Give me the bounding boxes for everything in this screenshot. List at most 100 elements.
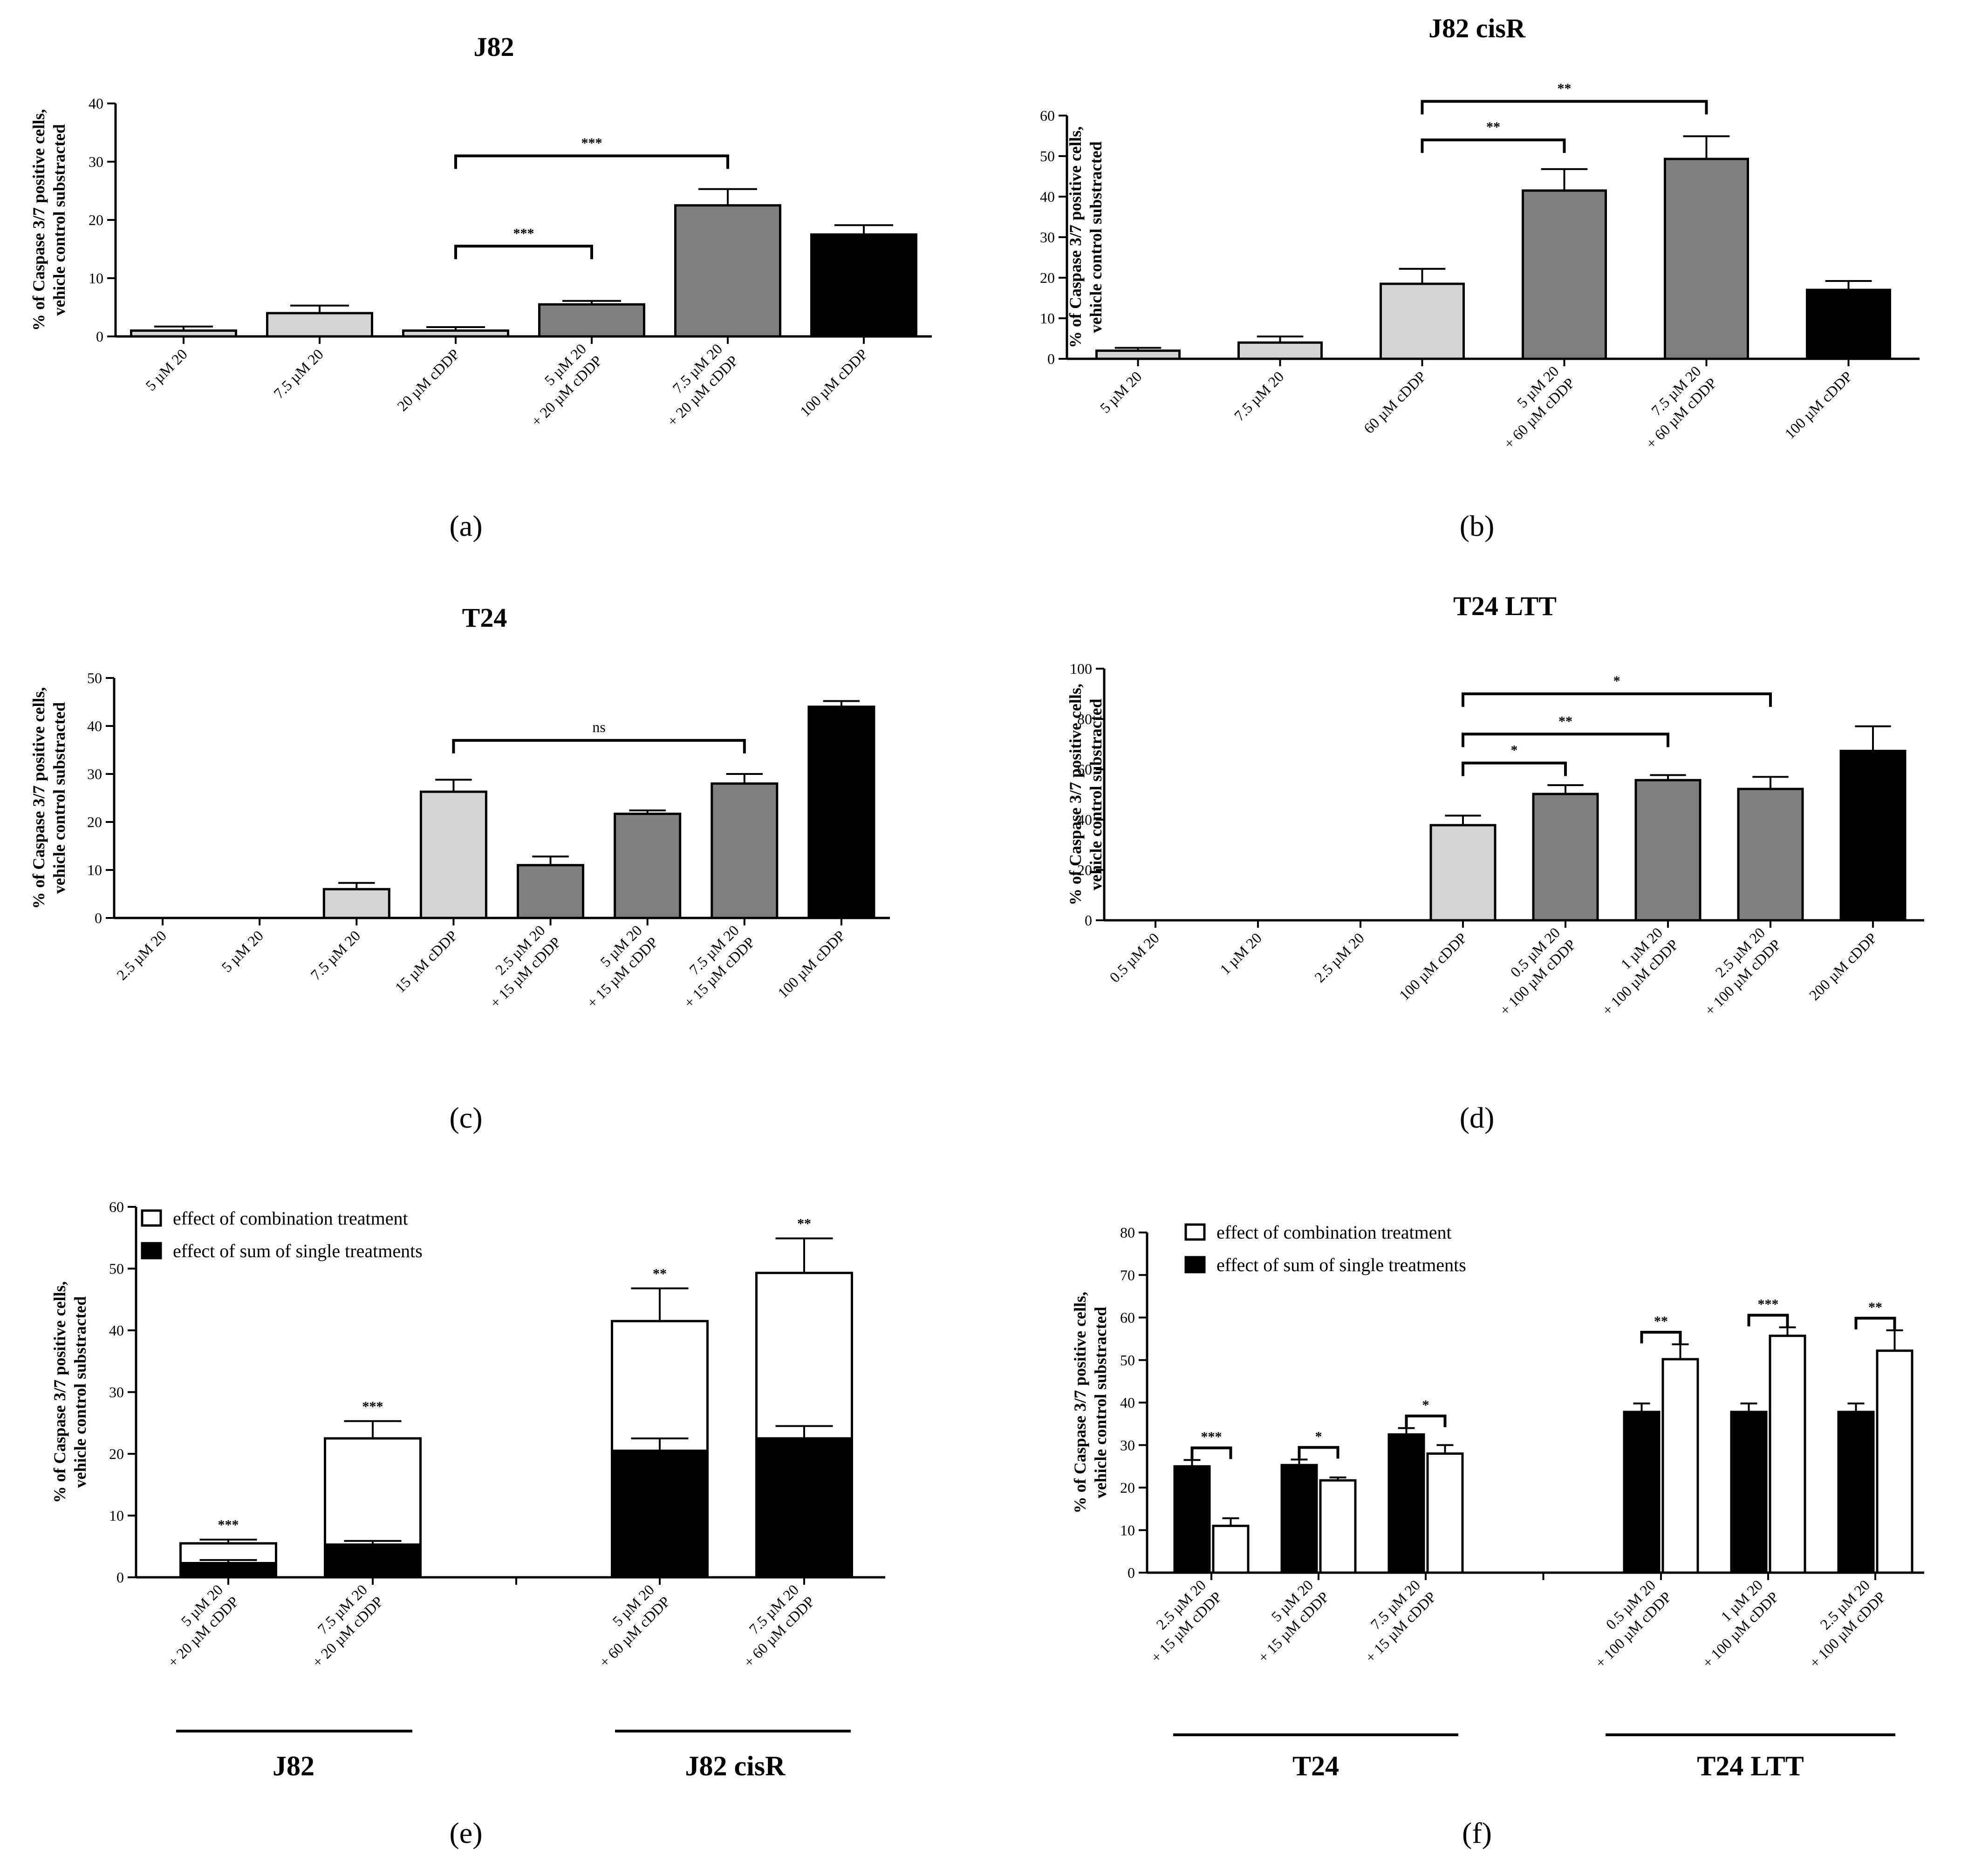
- y-tick-label: 0: [1085, 912, 1092, 929]
- significance-label: **: [797, 1216, 811, 1232]
- x-tick-label-line: 20 µM cDDP: [394, 345, 463, 414]
- panel-e: 0 10 20 30 40 50 60 % of Caspase 3/7 positive c…: [50, 1198, 885, 1849]
- bar-sum-single: [612, 1451, 708, 1577]
- bar-sum-single: [325, 1545, 421, 1577]
- x-tick-label: 7.5 µM 20+ 15 µM cDDP: [1348, 1575, 1439, 1666]
- bar: [1636, 780, 1700, 920]
- y-axis-label-line2: vehicle control substracted: [1087, 698, 1105, 890]
- legend-swatch-sum: [1186, 1257, 1204, 1272]
- x-tick-label: 2.5 µM 20: [113, 927, 170, 983]
- x-tick-label: 2.5 µM 20: [1311, 929, 1367, 986]
- y-tick-label: 20: [1040, 269, 1055, 286]
- bar-combination: [1320, 1480, 1355, 1573]
- legend-label-combination: effect of combination treatment: [173, 1208, 408, 1229]
- legend-swatch-combination: [1186, 1225, 1204, 1239]
- y-tick-label: 30: [87, 766, 102, 782]
- x-tick-label-line: 5 µM 20: [142, 345, 191, 394]
- x-tick-label: 7.5 µM 20+ 60 µM cDDP: [1629, 361, 1720, 452]
- bar: [1381, 284, 1464, 359]
- y-axis-label-line2: vehicle control substracted: [1091, 1307, 1110, 1498]
- y-tick-label: 20: [1120, 1479, 1135, 1496]
- significance-bracket: [1749, 1315, 1788, 1326]
- chart-title: J82: [474, 32, 514, 62]
- bar: [712, 784, 777, 918]
- significance-label: ns: [592, 719, 605, 735]
- legend-label-sum: effect of sum of single treatments: [1216, 1254, 1466, 1275]
- significance-bracket: [1422, 140, 1565, 153]
- y-axis-label: % of Caspase 3/7 positive cells, vehicle …: [1066, 126, 1105, 348]
- legend-label-sum: effect of sum of single treatments: [173, 1240, 423, 1261]
- y-tick-label: 40: [87, 718, 102, 734]
- significance-bracket: [1463, 763, 1565, 776]
- figure-canvas: 0 10 20 30 40 % of Caspase 3/7 positive cells…: [0, 0, 1975, 1876]
- x-tick-label-line: 100 µM cDDP: [797, 345, 871, 419]
- panel-f: 0 10 20 30 40 50 60 70 80 % of Caspase 3/7 positi…: [1071, 1222, 1924, 1849]
- x-tick-label: 2.5 µM 20+ 100 µM cDDP: [1792, 1575, 1889, 1671]
- x-tick-label: 1 µM 20: [1216, 929, 1265, 978]
- bar: [1239, 342, 1322, 359]
- y-tick-label: 50: [1040, 148, 1055, 164]
- x-tick-label-line: 5 µM 20: [1097, 368, 1145, 416]
- x-tick-label-line: 2.5 µM 20: [1311, 929, 1367, 986]
- bar: [1533, 794, 1598, 920]
- x-tick-label: 5 µM 20: [142, 345, 191, 394]
- x-tick-label-line: 100 µM cDDP: [1396, 929, 1470, 1003]
- significance-bracket: [1407, 1416, 1445, 1427]
- y-axis-label: % of Caspase 3/7 positive cells, vehicle …: [29, 687, 68, 909]
- chart-title: T24: [462, 603, 507, 633]
- x-tick-label-line: 2.5 µM 20: [113, 927, 170, 983]
- y-tick-label: 40: [89, 95, 103, 112]
- panel-caption: (a): [449, 509, 482, 542]
- bar: [518, 865, 583, 918]
- significance-label: *: [1315, 1429, 1322, 1444]
- group-label: T24: [1292, 1751, 1339, 1781]
- y-tick-label: 10: [1040, 310, 1055, 327]
- x-tick-label: 5 µM 20+ 15 µM cDDP: [1241, 1575, 1332, 1666]
- y-tick-label: 0: [1128, 1564, 1135, 1581]
- significance-bracket: [1856, 1318, 1895, 1329]
- panel-caption: (f): [1462, 1816, 1492, 1849]
- panel-caption: (c): [449, 1101, 482, 1134]
- y-tick-label: 80: [1120, 1224, 1135, 1241]
- bar-combination: [1428, 1454, 1462, 1573]
- x-tick-label-line: 5 µM 20: [218, 927, 267, 975]
- x-tick-label: 2.5 µM 20+ 15 µM cDDP: [473, 920, 564, 1011]
- y-tick-label: 100: [1070, 660, 1092, 677]
- y-tick-label: 40: [1120, 1394, 1135, 1411]
- x-tick-label: 5 µM 20+ 60 µM cDDP: [1487, 361, 1578, 452]
- x-tick-label: 100 µM cDDP: [797, 345, 871, 419]
- x-tick-label: 2.5 µM 20+ 100 µM cDDP: [1688, 922, 1784, 1019]
- bar: [324, 889, 389, 918]
- panel-b: 0 10 20 30 40 50 60 % of Caspase 3/7 positive c…: [1040, 13, 1920, 542]
- bar: [1738, 789, 1803, 920]
- significance-bracket: [456, 156, 728, 169]
- significance-bracket: [1463, 734, 1668, 747]
- bar: [1665, 159, 1748, 359]
- y-axis-label-line1: % of Caspase 3/7 positive cells,: [50, 1281, 69, 1503]
- y-axis-label-line2: vehicle control substracted: [71, 1296, 89, 1488]
- bar: [676, 205, 780, 336]
- bar-combination: [1213, 1526, 1248, 1573]
- x-tick-label: 100 µM cDDP: [774, 927, 848, 1001]
- bar-sum-single: [1731, 1412, 1766, 1573]
- panel-caption: (b): [1460, 509, 1495, 542]
- y-axis-label: % of Caspase 3/7 positive cells, vehicle …: [1071, 1292, 1110, 1513]
- x-tick-label: 0.5 µM 20+ 100 µM cDDP: [1483, 922, 1579, 1019]
- y-tick-label: 60: [109, 1198, 124, 1215]
- y-tick-label: 60: [1040, 107, 1055, 124]
- y-tick-label: 0: [116, 1569, 124, 1586]
- y-tick-label: 30: [1040, 229, 1055, 246]
- panel-caption: (e): [449, 1816, 482, 1849]
- y-axis-label-line1: % of Caspase 3/7 positive cells,: [1071, 1292, 1089, 1513]
- bar-sum-single: [1838, 1412, 1873, 1573]
- legend-swatch-combination: [142, 1211, 161, 1226]
- x-tick-label: 7.5 µM 20+ 15 µM cDDP: [667, 920, 758, 1011]
- x-tick-label: 1 µM 20+ 100 µM cDDP: [1585, 922, 1681, 1019]
- legend-swatch-sum: [142, 1243, 161, 1258]
- bar-combination: [1877, 1351, 1912, 1573]
- y-tick-label: 10: [1120, 1522, 1135, 1539]
- y-tick-label: 50: [1120, 1352, 1135, 1369]
- x-tick-label: 7.5 µM 20+ 20 µM cDDP: [295, 1579, 386, 1671]
- y-tick-label: 20: [87, 814, 102, 830]
- bar-sum-single: [181, 1563, 276, 1577]
